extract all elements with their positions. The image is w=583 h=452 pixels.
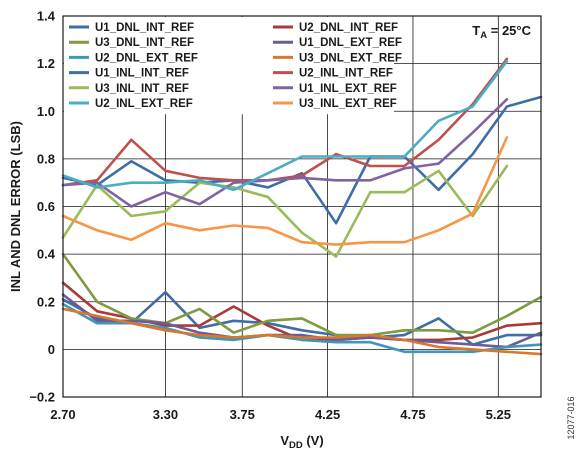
annotation-rest: = 25°C [487,23,531,38]
legend-background [64,17,394,115]
legend: U1_DNL_INT_REF U2_DNL_INT_REF U3_DNL_INT_R… [69,22,402,110]
legend-label: U3_DNL_INT_REF [95,37,194,49]
series-line-u1-inl-int-ref [61,95,543,225]
x-axis-label-unit: (V) [303,433,324,448]
y-tick-labels: −0.2 0 0.2 0.4 0.6 0.8 1.0 1.2 1.4 [29,9,55,405]
series-line-u3-dnl-ext-ref [61,307,543,356]
x-tick-label: 3.75 [230,407,255,422]
series-line-u3-dnl-int-ref [61,252,543,337]
legend-label: U1_INL_INT_REF [95,68,189,80]
series-line-u1-dnl-int-ref [61,290,543,346]
series-line-u3-inl-int-ref [61,164,509,258]
y-tick-label: 0.4 [37,247,56,262]
legend-item: U2_DNL_EXT_REF [69,52,198,64]
y-tick-label: 1.4 [37,9,56,24]
series-line-u1-inl-ext-ref [61,98,509,208]
legend-label: U2_DNL_EXT_REF [95,52,198,64]
legend-item: U2_INL_EXT_REF [69,98,193,110]
y-tick-label: 1.2 [37,56,55,71]
y-tick-label: 0.6 [37,199,55,214]
y-axis-label: INL AND DNL ERROR (LSB) [8,121,23,292]
x-tick-label: 4.25 [315,407,340,422]
legend-label: U1_DNL_INT_REF [95,22,194,34]
series-line-u2-inl-ext-ref [61,59,509,192]
x-tick-label: 5.25 [486,407,511,422]
series-lines [61,57,543,356]
x-axis-label: VDD (V) [280,433,323,451]
legend-item: U1_INL_EXT_REF [273,83,397,95]
legend-label: U3_INL_INT_REF [95,83,189,95]
annotation-subscript: A [480,30,487,41]
x-axis-label-main: V [280,433,289,448]
figure-id: 12077-016 [566,396,576,439]
y-tick-label: 0.2 [37,294,55,309]
legend-item: U1_DNL_EXT_REF [273,37,402,49]
legend-label: U2_DNL_INT_REF [299,22,398,34]
legend-label: U2_INL_EXT_REF [95,98,193,110]
series-line-u3-inl-ext-ref [61,136,509,246]
legend-item: U1_DNL_INT_REF [69,22,194,34]
x-tick-label: 4.75 [400,407,425,422]
legend-item: U3_INL_EXT_REF [273,98,397,110]
legend-item: U1_INL_INT_REF [69,68,189,80]
temperature-annotation: TA = 25°C [472,23,531,41]
x-tick-label: 2.70 [50,407,75,422]
legend-label: U2_INL_INT_REF [299,68,393,80]
legend-label: U1_INL_EXT_REF [299,83,397,95]
y-tick-label: 0.8 [37,151,55,166]
y-tick-label: −0.2 [29,390,55,405]
legend-item: U3_INL_INT_REF [69,83,189,95]
y-tick-label: 0 [48,342,55,357]
legend-label: U1_DNL_EXT_REF [299,37,402,49]
x-tick-label: 3.30 [153,407,178,422]
legend-item: U2_DNL_INT_REF [273,22,398,34]
x-tick-labels: 2.70 3.30 3.75 4.25 4.75 5.25 [50,407,511,422]
legend-label: U3_INL_EXT_REF [299,98,397,110]
legend-item: U2_INL_INT_REF [273,68,393,80]
x-axis-label-subscript: DD [289,440,303,451]
legend-item: U3_DNL_INT_REF [69,37,194,49]
series-line-u1-dnl-ext-ref [61,293,543,349]
legend-label: U3_DNL_EXT_REF [299,52,402,64]
plot-frame [62,15,542,398]
legend-item: U3_DNL_EXT_REF [273,52,402,64]
annotation-main: T [472,23,480,38]
y-tick-label: 1.0 [37,104,55,119]
